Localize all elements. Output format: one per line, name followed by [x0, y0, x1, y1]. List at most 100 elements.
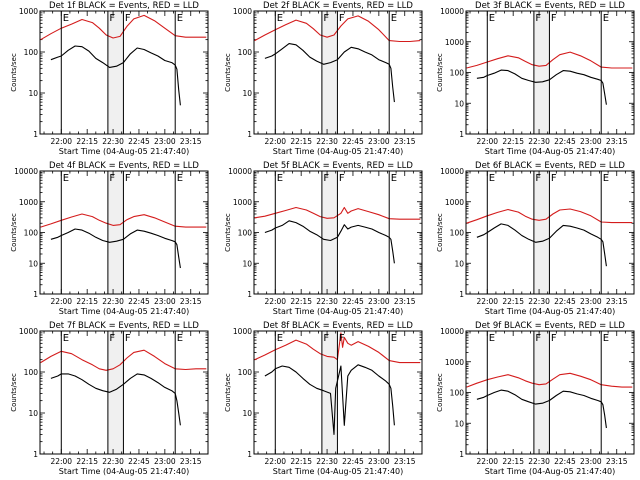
- y-axis: 1 10 100 1000: [19, 7, 208, 139]
- marker-label: E: [489, 173, 495, 184]
- y-tick-label: 1000: [19, 327, 38, 336]
- y-axis: 1 10 100 1000 10000: [228, 167, 422, 299]
- x-axis: 22:00 22:15 22:30 22:45 23:00 23:15: [43, 331, 209, 466]
- x-tick-label: 22:30: [528, 457, 550, 466]
- x-axis-label: Start Time (04-Aug-05 21:47:40): [273, 147, 404, 156]
- series-line-lld: [254, 332, 421, 364]
- x-tick-label: 22:45: [554, 457, 576, 466]
- x-tick-label: 23:00: [368, 137, 390, 146]
- x-tick-label: 22:30: [316, 457, 338, 466]
- plot-frame: [465, 170, 635, 295]
- y-tick-label: 100: [24, 48, 39, 57]
- x-tick-label: 22:00: [476, 297, 498, 306]
- chart-title: Det 2f BLACK = Events, RED = LLD: [263, 1, 413, 11]
- chart-panel-7: Det 7f BLACK = Events, RED = LLD 1 10 100 10…: [10, 321, 209, 476]
- y-tick-label: 100: [450, 69, 465, 78]
- y-tick-label: 1000: [445, 38, 464, 47]
- x-axis: 22:00 22:15 22:30 22:45 23:00 23:15: [257, 331, 423, 466]
- chart-panel-8: Det 8f BLACK = Events, RED = LLD 1 10 100 10…: [224, 321, 423, 476]
- x-tick-label: 23:15: [180, 457, 202, 466]
- plot-frame: [39, 330, 209, 455]
- x-tick-label: 22:15: [502, 137, 524, 146]
- marker-label: E: [63, 333, 69, 344]
- x-tick-label: 22:00: [476, 137, 498, 146]
- x-axis-label: Start Time (04-Aug-05 21:47:40): [485, 307, 616, 316]
- x-axis: 22:00 22:15 22:30 22:45 23:00 23:15: [43, 171, 209, 306]
- x-tick-label: 22:15: [502, 457, 524, 466]
- marker-label: F: [109, 13, 115, 24]
- y-tick-label: 1: [459, 130, 464, 139]
- y-tick-label: 10000: [228, 167, 252, 176]
- y-tick-label: 1: [247, 290, 252, 299]
- plot-frame: [465, 330, 635, 455]
- y-tick-label: 10: [454, 99, 464, 108]
- y-tick-label: 1: [33, 290, 38, 299]
- marker-label: E: [177, 333, 183, 344]
- y-tick-label: 1000: [233, 198, 252, 207]
- series-line-events: [264, 220, 395, 264]
- y-axis-label: Counts/sec: [224, 213, 232, 252]
- chart-panel-2: Det 2f BLACK = Events, RED = LLD 1 10 100 10…: [224, 1, 423, 156]
- x-axis: 22:00 22:15 22:30 22:45 23:00 23:15: [257, 11, 423, 146]
- y-tick-label: 1: [459, 450, 464, 459]
- y-tick-label: 1: [247, 450, 252, 459]
- x-tick-label: 22:15: [76, 457, 98, 466]
- chart-title: Det 8f BLACK = Events, RED = LLD: [263, 321, 413, 331]
- marker-label: F: [339, 173, 345, 184]
- x-tick-label: 23:15: [394, 297, 416, 306]
- x-tick-label: 22:45: [342, 297, 364, 306]
- x-axis-label: Start Time (04-Aug-05 21:47:40): [59, 307, 190, 316]
- y-tick-label: 10000: [440, 167, 464, 176]
- x-tick-label: 22:45: [128, 137, 150, 146]
- marker-label: F: [125, 333, 131, 344]
- chart-panel-5: Det 5f BLACK = Events, RED = LLD 1 10 100 10…: [224, 161, 423, 316]
- marker-label: F: [551, 333, 557, 344]
- y-tick-label: 1000: [233, 327, 252, 336]
- y-tick-label: 1: [33, 130, 38, 139]
- y-tick-label: 10: [454, 259, 464, 268]
- plot-frame: [39, 10, 209, 135]
- x-axis: 22:00 22:15 22:30 22:45 23:00 23:15: [257, 171, 423, 306]
- y-axis-label: Counts/sec: [224, 373, 232, 412]
- x-axis-label: Start Time (04-Aug-05 21:47:40): [273, 307, 404, 316]
- y-axis-label: Counts/sec: [436, 53, 444, 92]
- marker-label: E: [277, 173, 283, 184]
- x-tick-label: 22:00: [50, 137, 72, 146]
- y-axis: 1 10 100 1000: [19, 327, 208, 459]
- x-tick-label: 22:45: [554, 137, 576, 146]
- x-tick-label: 23:15: [394, 457, 416, 466]
- marker-label: F: [339, 13, 345, 24]
- x-tick-label: 22:15: [502, 297, 524, 306]
- shaded-band: [321, 171, 338, 294]
- marker-label: F: [323, 173, 329, 184]
- x-tick-label: 22:15: [290, 137, 312, 146]
- marker-label: E: [63, 173, 69, 184]
- y-tick-label: 1000: [19, 198, 38, 207]
- shaded-band: [107, 331, 124, 454]
- shaded-band: [533, 331, 550, 454]
- y-tick-label: 10000: [440, 7, 464, 16]
- y-tick-label: 10000: [14, 167, 38, 176]
- x-tick-label: 22:30: [528, 137, 550, 146]
- x-tick-label: 23:15: [394, 137, 416, 146]
- marker-label: E: [277, 13, 283, 24]
- x-tick-label: 22:30: [528, 297, 550, 306]
- y-tick-label: 100: [238, 48, 253, 57]
- y-axis-label: Counts/sec: [224, 53, 232, 92]
- marker-label: F: [109, 173, 115, 184]
- x-tick-label: 23:00: [580, 137, 602, 146]
- x-tick-label: 22:00: [476, 457, 498, 466]
- y-tick-label: 1: [247, 130, 252, 139]
- y-tick-label: 10000: [440, 327, 464, 336]
- marker-label: E: [603, 333, 609, 344]
- marker-label: F: [323, 333, 329, 344]
- y-axis: 1 10 100 1000: [233, 327, 422, 459]
- plot-frame: [253, 10, 423, 135]
- x-tick-label: 22:45: [128, 297, 150, 306]
- y-tick-label: 1000: [233, 7, 252, 16]
- x-tick-label: 23:15: [180, 137, 202, 146]
- shaded-band: [321, 11, 338, 134]
- x-tick-label: 22:15: [76, 137, 98, 146]
- x-tick-label: 22:45: [342, 137, 364, 146]
